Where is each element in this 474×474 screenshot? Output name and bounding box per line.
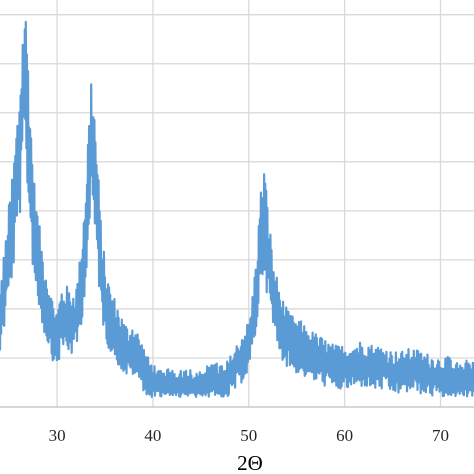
x-tick-label-70: 70	[432, 426, 449, 445]
series-group	[0, 20, 474, 398]
x-tick-label-30: 30	[49, 426, 66, 445]
x-tick-label-50: 50	[240, 426, 257, 445]
x-tick-labels: 30 40 50 60 70	[49, 426, 449, 445]
series-line-0	[0, 20, 474, 398]
x-tick-label-60: 60	[336, 426, 353, 445]
x-axis-title: 2Θ	[237, 451, 263, 474]
x-tick-label-40: 40	[144, 426, 161, 445]
